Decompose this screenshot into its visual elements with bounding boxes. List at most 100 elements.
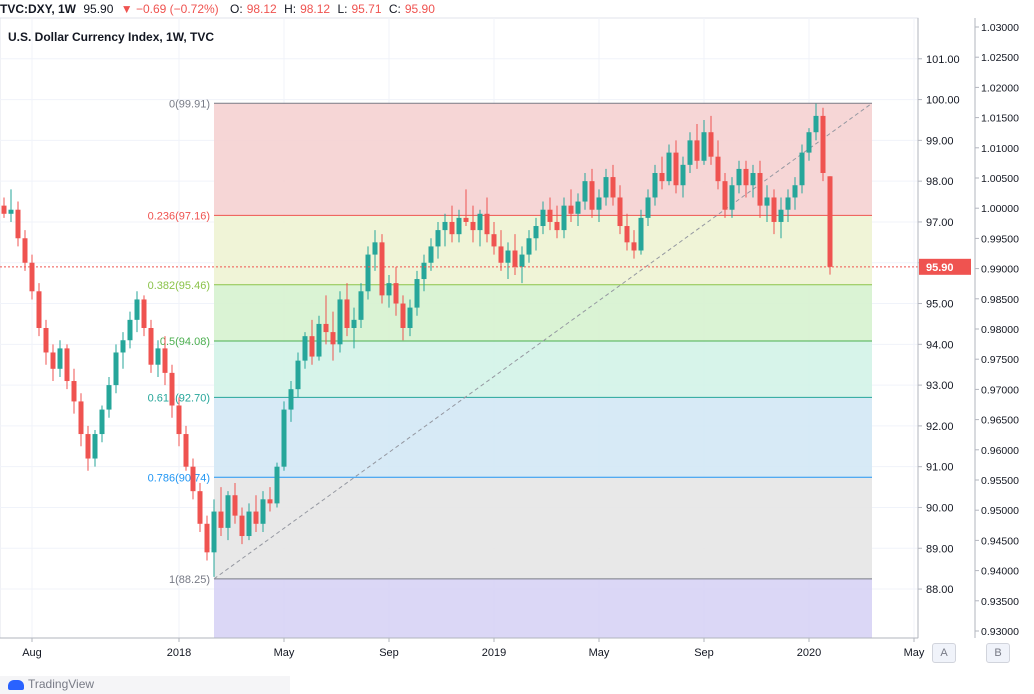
candle-body [29, 262, 35, 292]
fib-band [214, 477, 872, 579]
bottom-axis-label: 2018 [167, 647, 191, 659]
symbol-label[interactable]: TVC:DXY, 1W [0, 2, 77, 16]
candle-body [652, 173, 658, 198]
candle-body [792, 185, 798, 198]
candle-body [8, 209, 14, 214]
candle-body [225, 495, 231, 528]
far-right-axis-label: 0.99500 [981, 233, 1019, 245]
candle-body [218, 511, 224, 528]
bottom-axis-label: Sep [379, 647, 399, 659]
candle-body [554, 221, 560, 231]
candle-body [365, 254, 371, 292]
far-right-axis-label: 0.97000 [981, 384, 1019, 396]
candle-body [337, 299, 343, 345]
tradingview-logo[interactable]: TradingView [8, 677, 94, 691]
candle-body [232, 495, 238, 516]
candle-body [610, 177, 616, 198]
high-label: H: [284, 2, 297, 16]
candle-body [260, 499, 266, 524]
bottom-axis-label: Sep [694, 647, 714, 659]
candle-body [533, 226, 539, 239]
fib-level-label: 0(99.91) [169, 98, 210, 110]
candle-body [99, 409, 105, 435]
candle-body [701, 132, 707, 161]
candle-body [309, 336, 315, 357]
candle-body [582, 181, 588, 202]
current-price-label: 95.90 [926, 262, 954, 274]
far-right-axis-label: 0.98000 [981, 324, 1019, 336]
candle-body [764, 197, 770, 206]
high-value: 98.12 [300, 2, 331, 16]
candle-body [414, 279, 420, 308]
candle-body [246, 511, 252, 537]
right-axis-label: 88.00 [926, 584, 954, 596]
candle-body [736, 168, 742, 186]
candle-body [92, 434, 98, 459]
candle-body [239, 515, 245, 537]
candle-body [435, 230, 441, 247]
right-axis-label: 93.00 [926, 380, 954, 392]
candle-body [85, 434, 91, 459]
candle-body [526, 238, 532, 255]
candle-body [141, 299, 147, 328]
candle-body [820, 115, 826, 173]
right-axis-label: 90.00 [926, 502, 954, 514]
right-axis-label: 89.00 [926, 543, 954, 555]
last-price: 95.90 [83, 2, 114, 16]
candle-body [631, 242, 637, 251]
candle-body [687, 140, 693, 165]
bottom-axis-label: May [274, 647, 295, 659]
auto-scale-button[interactable]: A [932, 643, 956, 663]
candle-body [421, 262, 427, 280]
candle-body [43, 328, 49, 353]
candle-body [15, 209, 21, 239]
fib-band [214, 284, 872, 342]
candle-body [561, 205, 567, 231]
candle-body [519, 254, 525, 267]
candle-body [372, 242, 378, 255]
candle-body [638, 217, 644, 251]
close-value: 95.90 [404, 2, 435, 16]
candle-body [176, 405, 182, 435]
candle-body [323, 323, 329, 333]
far-right-axis-label: 1.03000 [981, 22, 1019, 34]
candle-body [50, 352, 56, 369]
candle-body [449, 221, 455, 235]
far-right-axis-label: 1.02500 [981, 52, 1019, 64]
fib-level-label: 0.236(97.16) [148, 210, 210, 222]
candle-body [470, 221, 476, 231]
far-right-axis-label: 0.95500 [981, 475, 1019, 487]
candle-body [589, 181, 595, 210]
far-right-axis-label: 0.99000 [981, 264, 1019, 276]
candle-body [1, 205, 7, 214]
candle-body [694, 140, 700, 161]
candle-body [729, 185, 735, 210]
chart-title: U.S. Dollar Currency Index, 1W, TVC [8, 30, 215, 44]
far-right-axis-label: 0.96000 [981, 445, 1019, 457]
candle-body [330, 332, 336, 345]
candle-body [183, 434, 189, 467]
bottom-axis-label: Aug [22, 647, 42, 659]
candle-body [211, 511, 217, 553]
candle-body [442, 221, 448, 231]
far-right-axis-label: 0.94000 [981, 566, 1019, 578]
candle-body [785, 197, 791, 210]
candle-body [778, 209, 784, 222]
open-value: 98.12 [246, 2, 277, 16]
candle-body [106, 385, 112, 410]
candle-body [393, 283, 399, 304]
candle-body [113, 352, 119, 386]
right-axis-label: 95.00 [926, 299, 954, 311]
fib-trend-line [213, 102, 873, 580]
far-right-axis-label: 1.00500 [981, 173, 1019, 185]
candle-body [659, 173, 665, 182]
candle-body [743, 168, 749, 186]
candle-body [162, 348, 168, 373]
candle-body [274, 466, 280, 504]
candle-body [36, 291, 42, 328]
tradingview-logo-icon [8, 679, 24, 690]
candle-body [491, 234, 497, 247]
scale-b-button[interactable]: B [986, 643, 1010, 663]
candle-body [57, 348, 63, 369]
